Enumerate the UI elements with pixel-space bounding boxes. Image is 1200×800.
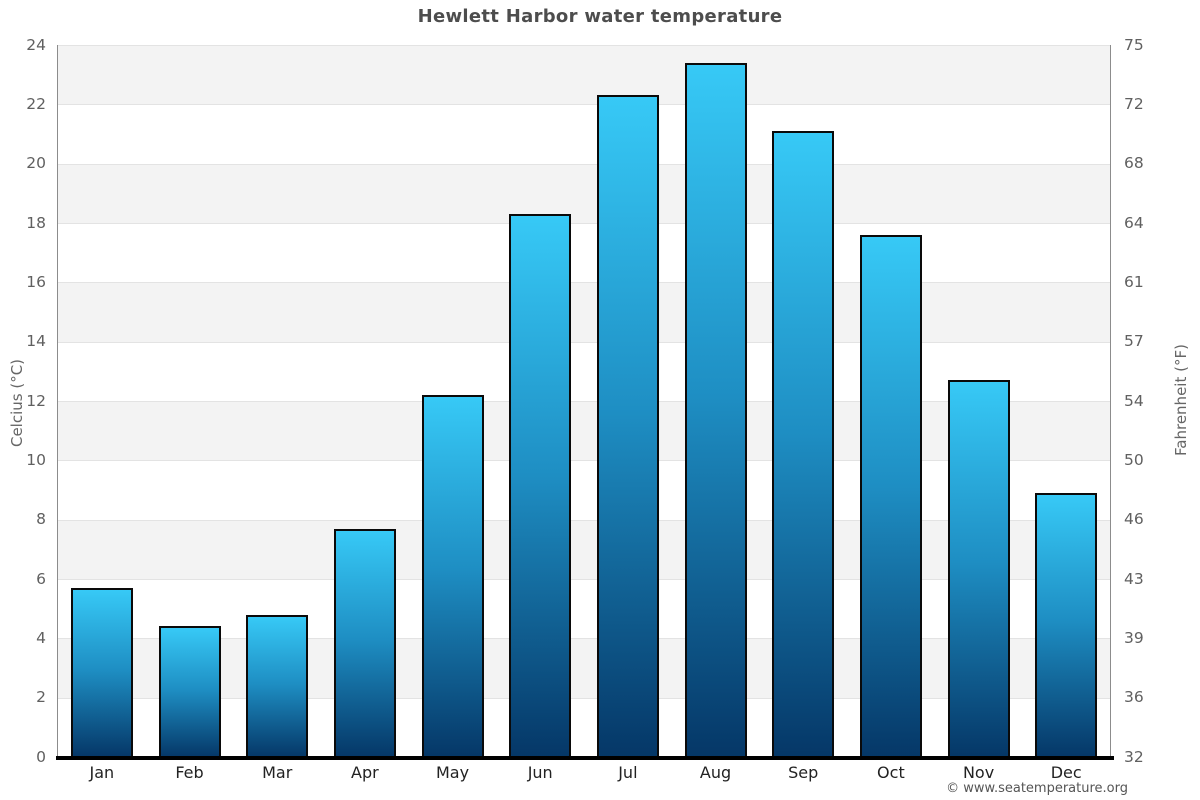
bar-slot-jan: [58, 45, 146, 757]
temperature-bar-sep: [772, 131, 835, 757]
chart-title: Hewlett Harbor water temperature: [417, 6, 783, 27]
celsius-tick-label: 12: [26, 391, 46, 410]
temperature-bar-jun: [509, 214, 572, 757]
temperature-bar-mar: [246, 614, 309, 757]
fahrenheit-tick-label: 75: [1124, 35, 1144, 54]
background-bands: [58, 45, 1110, 757]
temperature-bar-apr: [333, 528, 396, 757]
celsius-tick-label: 16: [26, 272, 46, 291]
bar-slot-apr: [321, 45, 409, 757]
month-label-jun: Jun: [527, 763, 553, 782]
bar-slot-may: [409, 45, 497, 757]
month-label-sep: Sep: [788, 763, 819, 782]
gridline-band: [58, 223, 1110, 283]
month-label-jul: Jul: [618, 763, 638, 782]
left-axis-line: [57, 45, 58, 757]
bar-slot-dec: [1022, 45, 1110, 757]
bar-slot-aug: [672, 45, 760, 757]
celsius-tick-label: 6: [36, 569, 46, 588]
gridline-band: [58, 579, 1110, 639]
month-label-nov: Nov: [962, 763, 995, 782]
gridline-band: [58, 104, 1110, 164]
fahrenheit-tick-label: 64: [1124, 213, 1144, 232]
temperature-bar-oct: [859, 234, 922, 757]
gridline-band: [58, 282, 1110, 342]
month-label-dec: Dec: [1050, 763, 1082, 782]
temperature-bar-dec: [1035, 492, 1098, 757]
gridline-band: [58, 45, 1110, 105]
fahrenheit-tick-label: 50: [1124, 450, 1144, 469]
temperature-bar-jul: [596, 95, 659, 757]
month-label-aug: Aug: [699, 763, 732, 782]
fahrenheit-tick-label: 57: [1124, 331, 1144, 350]
gridline-band: [58, 163, 1110, 223]
celsius-tick-label: 8: [36, 509, 46, 528]
celsius-tick-label: 2: [36, 687, 46, 706]
month-label-jan: Jan: [89, 763, 115, 782]
month-label-oct: Oct: [877, 763, 905, 782]
fahrenheit-ticks: 32 36 39 43 46 50 54 57 61 64 68 72 75: [1124, 37, 1184, 764]
celsius-tick-label: 0: [36, 747, 46, 766]
month-labels: Jan Feb Mar Apr May Jun Jul Aug Sep Oct Nov Dec: [58, 763, 1110, 782]
temperature-bar-may: [421, 395, 484, 757]
fahrenheit-tick-label: 72: [1124, 94, 1144, 113]
bars-container: [58, 45, 1110, 757]
bar-slot-nov: [935, 45, 1023, 757]
celsius-tick-label: 20: [26, 153, 46, 172]
fahrenheit-tick-label: 39: [1124, 628, 1144, 647]
fahrenheit-tick-label: 54: [1124, 391, 1144, 410]
x-axis-line: [56, 756, 1114, 760]
fahrenheit-tick-label: 32: [1124, 747, 1144, 766]
celsius-tick-label: 4: [36, 628, 46, 647]
celsius-tick-label: 10: [26, 450, 46, 469]
celsius-tick-label: 14: [26, 331, 46, 350]
gridline-band: [58, 460, 1110, 520]
gridline-band: [58, 638, 1110, 698]
plot-area: [58, 45, 1110, 757]
bar-slot-sep: [759, 45, 847, 757]
celsius-tick-label: 18: [26, 213, 46, 232]
temperature-bar-nov: [947, 380, 1010, 757]
month-label-mar: Mar: [262, 763, 293, 782]
celsius-ticks: 0 2 4 6 8 10 12 14 16 18 20 22 24: [0, 37, 46, 764]
bar-slot-jul: [584, 45, 672, 757]
fahrenheit-tick-label: 68: [1124, 153, 1144, 172]
right-axis-line: [1110, 45, 1111, 757]
gridline-band: [58, 697, 1110, 757]
copyright-text: © www.seatemperature.org: [946, 781, 1128, 796]
gridline-band: [58, 341, 1110, 401]
month-label-apr: Apr: [351, 763, 379, 782]
fahrenheit-tick-label: 46: [1124, 509, 1144, 528]
bar-slot-jun: [496, 45, 584, 757]
fahrenheit-tick-label: 43: [1124, 569, 1144, 588]
bar-slot-oct: [847, 45, 935, 757]
temperature-bar-aug: [684, 62, 747, 757]
bar-slot-feb: [146, 45, 234, 757]
month-label-may: May: [435, 763, 470, 782]
bar-slot-mar: [233, 45, 321, 757]
gridline-band: [58, 519, 1110, 579]
fahrenheit-tick-label: 61: [1124, 272, 1144, 291]
fahrenheit-tick-label: 36: [1124, 687, 1144, 706]
temperature-bar-jan: [70, 587, 133, 757]
gridline-band: [58, 401, 1110, 461]
celsius-tick-label: 24: [26, 35, 46, 54]
month-label-feb: Feb: [175, 763, 204, 782]
celsius-tick-label: 22: [26, 94, 46, 113]
temperature-bar-feb: [158, 626, 221, 757]
